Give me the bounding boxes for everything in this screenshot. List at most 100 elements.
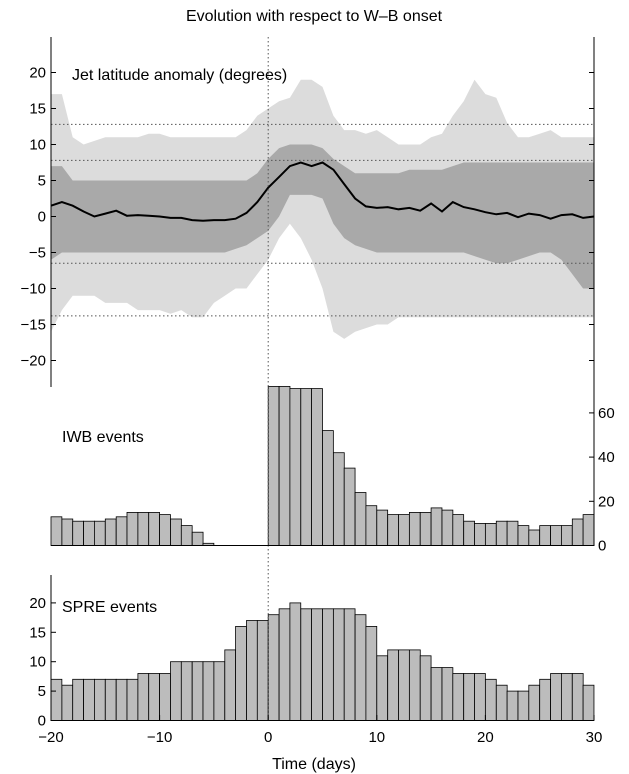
- iwb-bar-31: [387, 514, 399, 546]
- spre-bar-42: [506, 690, 519, 721]
- iwb-bar-42: [506, 520, 519, 546]
- jet-ytick-label-4: 0: [38, 209, 46, 226]
- jet-ytick-label-1: 15: [29, 101, 46, 118]
- spre-bar-43: [517, 690, 530, 721]
- spre-bar-18: [246, 620, 258, 721]
- xtick-label-4: 20: [477, 729, 494, 746]
- iwb-panel-label: IWB events: [62, 429, 144, 446]
- spre-bar-34: [419, 655, 432, 721]
- iwb-bar-9: [148, 512, 160, 546]
- iwb-bar-13: [191, 531, 204, 546]
- iwb-bar-11: [170, 518, 182, 546]
- jet-ytick-label-3: 5: [38, 173, 46, 190]
- spre-bar-15: [213, 661, 226, 721]
- spre-bar-45: [539, 678, 551, 721]
- spre-ytick-label-2: 10: [29, 654, 46, 671]
- iwb-ytick-label-1: 20: [598, 493, 615, 510]
- spre-y-axis-ticks: 0 5 10 15 20: [29, 595, 56, 730]
- spre-bar-0: [50, 678, 63, 721]
- mean-anomaly-line: [50, 161, 595, 222]
- spre-bar-11: [170, 661, 182, 721]
- iwb-bar-6: [115, 516, 128, 546]
- xtick-label-3: 10: [368, 729, 385, 746]
- iwb-bar-4: [94, 520, 106, 546]
- iwb-events-panel: 0 20 40 60 IWB events: [50, 385, 615, 555]
- iwb-bar-44: [528, 529, 541, 546]
- spre-bar-48: [571, 673, 584, 721]
- iwb-bar-23: [300, 388, 313, 546]
- iwb-bar-3: [83, 520, 95, 546]
- iwb-bar-28: [354, 492, 367, 546]
- iwb-bars: [50, 385, 595, 546]
- spre-ytick-label-3: 15: [29, 624, 46, 641]
- iwb-bar-33: [408, 512, 421, 546]
- spre-bar-6: [115, 678, 128, 721]
- iwb-bar-34: [419, 512, 432, 546]
- iwb-bar-1: [61, 518, 74, 546]
- panel-frames: [50, 37, 595, 721]
- spre-bar-31: [387, 649, 399, 721]
- iwb-bar-2: [72, 520, 84, 546]
- spre-bar-20: [267, 614, 280, 721]
- spre-panel-label: SPRE events: [62, 599, 157, 616]
- jet-ytick-label-0: 20: [29, 65, 46, 82]
- spre-bar-47: [561, 673, 573, 721]
- spre-bar-25: [322, 608, 334, 721]
- spre-bar-13: [191, 661, 204, 721]
- iwb-bar-0: [50, 516, 63, 546]
- spre-bar-3: [83, 678, 95, 721]
- spre-ytick-label-4: 20: [29, 595, 46, 612]
- iwb-bar-8: [137, 512, 150, 546]
- spre-bar-29: [365, 626, 378, 721]
- spre-bar-8: [137, 673, 150, 721]
- xtick-label-1: −10: [147, 729, 172, 746]
- jet-ytick-label-8: −20: [21, 353, 46, 370]
- xtick-label-2: 0: [264, 729, 272, 746]
- inner-spread-band: [51, 144, 594, 289]
- spre-events-panel: 0 5 10 15 20 SPRE events: [29, 595, 595, 730]
- spre-bar-24: [311, 608, 323, 721]
- iwb-bar-22: [289, 388, 302, 546]
- spre-bar-37: [452, 673, 465, 721]
- iwb-bar-26: [332, 452, 345, 546]
- iwb-bar-36: [441, 509, 454, 546]
- xtick-label-5: 30: [586, 729, 603, 746]
- spre-bar-22: [289, 602, 302, 721]
- spre-bar-2: [72, 678, 84, 721]
- spre-bar-9: [148, 673, 160, 721]
- spre-bar-5: [104, 678, 117, 721]
- jet-y-axis-ticks: 20 15 10 5 0 −5 −10 −15 −20: [21, 65, 594, 370]
- iwb-bar-38: [463, 520, 475, 546]
- spre-bar-16: [224, 649, 237, 721]
- spre-bar-33: [408, 649, 421, 721]
- spre-bar-32: [398, 649, 410, 721]
- iwb-bar-27: [343, 467, 356, 546]
- spre-bar-39: [474, 673, 486, 721]
- jet-panel-label: Jet latitude anomaly (degrees): [72, 67, 287, 84]
- spre-bar-26: [332, 608, 345, 721]
- iwb-bar-24: [311, 388, 323, 546]
- spre-bar-41: [495, 684, 508, 721]
- spre-ytick-label-1: 5: [38, 683, 46, 700]
- xtick-label-0: −20: [38, 729, 63, 746]
- iwb-bar-48: [571, 518, 584, 546]
- iwb-bar-10: [159, 514, 171, 546]
- iwb-bar-37: [452, 514, 465, 546]
- spre-bar-38: [463, 673, 475, 721]
- iwb-bar-49: [582, 514, 595, 546]
- spre-bar-28: [354, 614, 367, 721]
- spre-bar-35: [430, 667, 443, 721]
- spre-bar-10: [159, 673, 171, 721]
- iwb-bar-30: [376, 509, 389, 546]
- jet-ytick-label-5: −5: [29, 245, 46, 262]
- x-axis-label: Time (days): [272, 756, 356, 773]
- spre-ytick-label-0: 0: [38, 713, 46, 730]
- iwb-bar-5: [104, 518, 117, 546]
- iwb-ytick-label-0: 0: [598, 538, 606, 555]
- spre-bar-36: [441, 667, 454, 721]
- spre-bar-46: [550, 673, 562, 721]
- jet-ytick-label-7: −15: [21, 317, 46, 334]
- iwb-bar-25: [322, 430, 334, 546]
- spre-bar-7: [126, 678, 139, 721]
